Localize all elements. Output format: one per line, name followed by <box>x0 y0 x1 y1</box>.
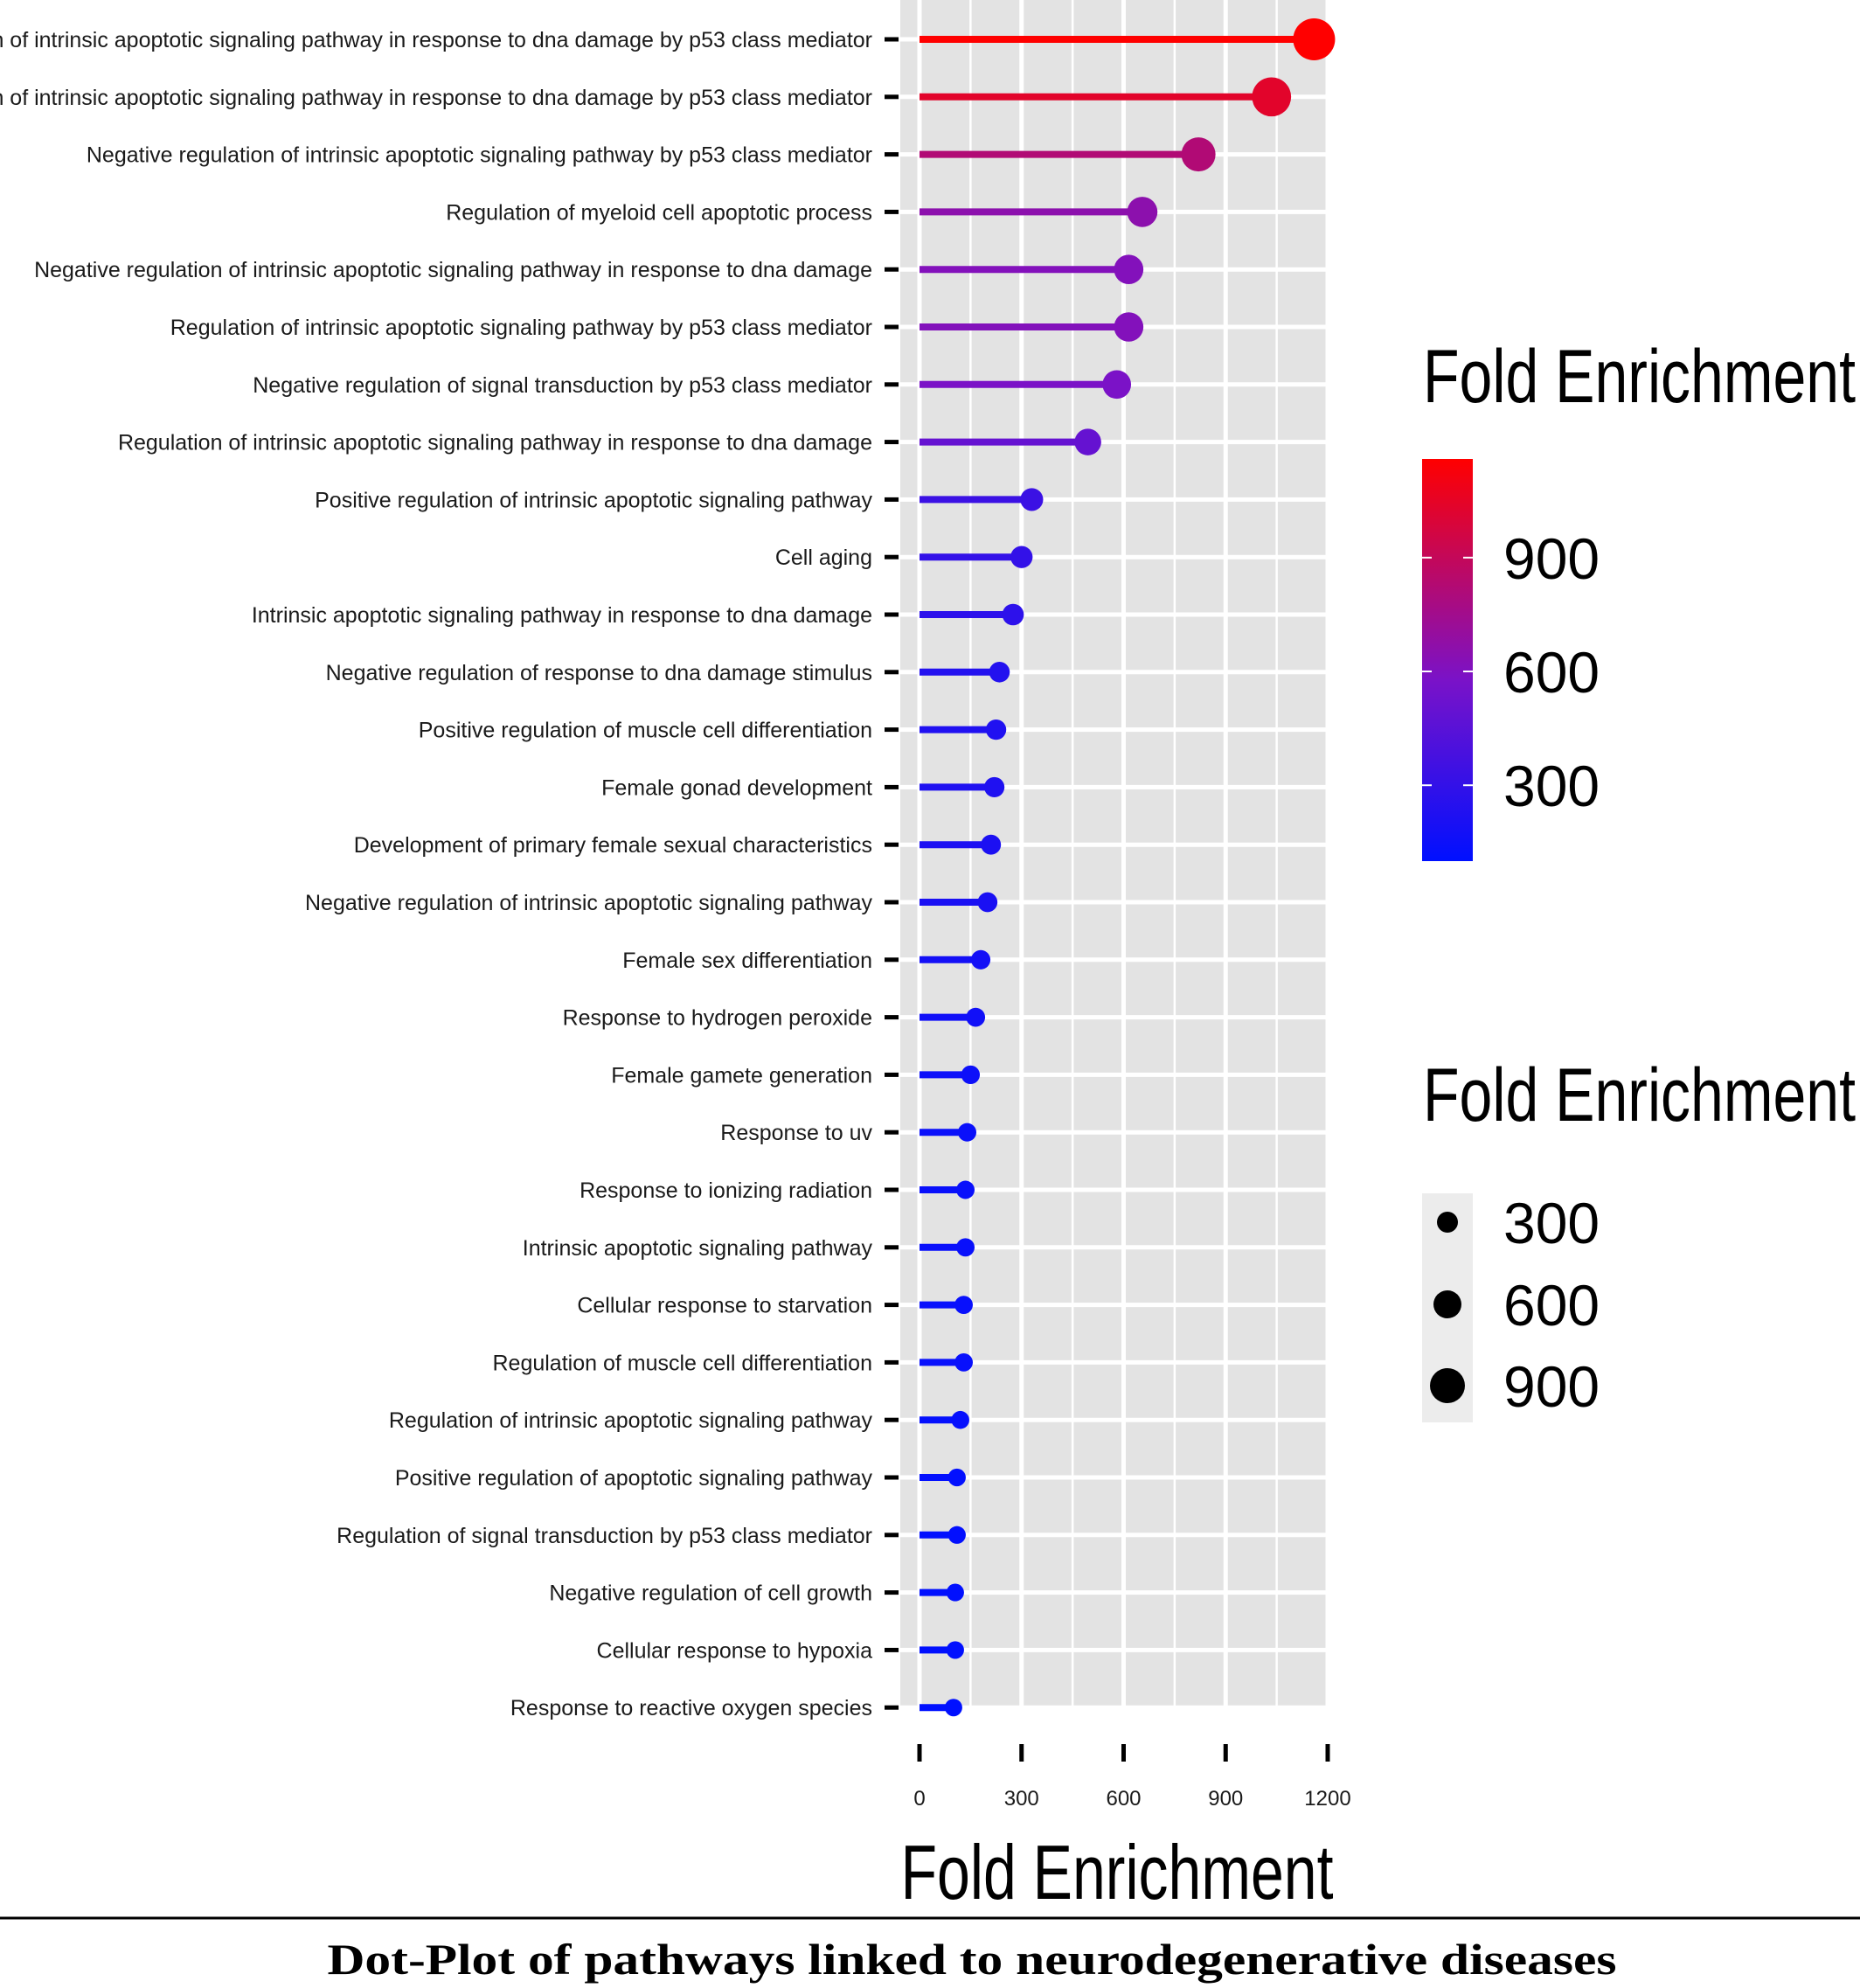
color-legend-label-0: 300 <box>1503 754 1600 818</box>
category-label-7: Regulation of intrinsic apoptotic signal… <box>118 431 872 455</box>
category-label-0: Negative regulation of intrinsic apoptot… <box>0 28 872 52</box>
lollipop-dot-17 <box>966 1007 986 1027</box>
color-legend: Fold Enrichment 300 600 900 <box>1422 335 1856 861</box>
lollipop-dot-23 <box>954 1353 973 1372</box>
lollipop-dot-5 <box>1114 312 1144 342</box>
x-axis-title: Fold Enrichment <box>901 1829 1334 1915</box>
category-label-26: Regulation of signal transduction by p53… <box>337 1524 872 1548</box>
category-label-25: Positive regulation of apoptotic signali… <box>395 1466 873 1491</box>
category-label-27: Negative regulation of cell growth <box>549 1581 872 1606</box>
x-tick-label-1: 300 <box>1004 1787 1039 1811</box>
lollipop-dot-0 <box>1293 18 1336 60</box>
size-legend-label-300: 300 <box>1503 1191 1600 1255</box>
color-legend-title: Fold Enrichment <box>1423 335 1856 419</box>
category-label-11: Negative regulation of response to dna d… <box>326 661 872 685</box>
color-legend-label-2: 900 <box>1503 526 1600 591</box>
x-tick-label-4: 1200 <box>1304 1787 1350 1811</box>
category-label-19: Response to uv <box>720 1121 872 1145</box>
lollipop-dot-19 <box>957 1123 977 1142</box>
size-legend-title: Fold Enrichment <box>1423 1053 1856 1137</box>
plot-panel <box>900 0 1327 1709</box>
lollipop-dot-1 <box>1252 77 1292 117</box>
category-label-1: Regulation of intrinsic apoptotic signal… <box>0 86 872 110</box>
lollipop-dot-11 <box>989 662 1010 683</box>
size-legend-label-900: 900 <box>1503 1354 1600 1419</box>
lollipop-dot-18 <box>961 1065 981 1085</box>
category-label-15: Negative regulation of intrinsic apoptot… <box>305 891 872 915</box>
x-tick-label-0: 0 <box>913 1787 925 1811</box>
category-label-16: Female sex differentiation <box>622 949 872 973</box>
lollipop-dot-26 <box>947 1526 966 1544</box>
lollipop-marks <box>920 18 1336 1717</box>
color-legend-label-1: 600 <box>1503 640 1600 705</box>
category-label-14: Development of primary female sexual cha… <box>354 833 872 858</box>
category-label-3: Regulation of myeloid cell apoptotic pro… <box>446 200 872 225</box>
lollipop-dot-6 <box>1102 370 1132 400</box>
category-label-17: Response to hydrogen peroxide <box>563 1006 872 1031</box>
category-label-6: Negative regulation of signal transducti… <box>253 373 872 398</box>
category-label-28: Cellular response to hypoxia <box>597 1638 873 1663</box>
lollipop-dot-15 <box>977 892 998 913</box>
lollipop-dot-22 <box>954 1296 973 1314</box>
lollipop-dot-12 <box>985 719 1007 740</box>
category-label-29: Response to reactive oxygen species <box>510 1696 872 1720</box>
lollipop-dot-21 <box>956 1238 975 1257</box>
category-label-23: Regulation of muscle cell differentiatio… <box>492 1351 872 1375</box>
lollipop-dot-3 <box>1127 197 1158 227</box>
size-legend-dot-900 <box>1430 1368 1465 1403</box>
lollipop-dot-10 <box>1002 603 1024 626</box>
category-label-8: Positive regulation of intrinsic apoptot… <box>315 488 872 512</box>
category-labels: Negative regulation of intrinsic apoptot… <box>0 28 899 1720</box>
lollipop-dot-27 <box>946 1583 964 1602</box>
x-tick-label-3: 900 <box>1208 1787 1243 1811</box>
category-label-12: Positive regulation of muscle cell diffe… <box>419 719 872 743</box>
lollipop-dot-29 <box>944 1699 962 1717</box>
category-label-5: Regulation of intrinsic apoptotic signal… <box>170 316 872 340</box>
size-legend-label-600: 600 <box>1503 1273 1600 1338</box>
category-label-22: Cellular response to starvation <box>577 1294 872 1318</box>
category-label-13: Female gonad development <box>601 775 872 800</box>
lollipop-dot-2 <box>1181 137 1216 172</box>
size-legend: Fold Enrichment 300 600 900 <box>1422 1053 1856 1422</box>
size-legend-dot-300 <box>1437 1212 1458 1233</box>
lollipop-dot-25 <box>947 1468 966 1487</box>
lollipop-dot-28 <box>946 1641 964 1659</box>
lollipop-dot-14 <box>981 834 1002 855</box>
lollipop-dot-7 <box>1074 428 1101 455</box>
lollipop-dot-4 <box>1114 254 1144 285</box>
size-legend-dot-600 <box>1433 1290 1461 1318</box>
x-axis: 0 300 600 900 1200 <box>913 1744 1351 1811</box>
category-label-9: Cell aging <box>775 546 872 570</box>
category-label-18: Female gamete generation <box>611 1063 872 1088</box>
lollipop-dot-13 <box>984 776 1005 797</box>
x-tick-label-2: 600 <box>1106 1787 1141 1811</box>
category-label-10: Intrinsic apoptotic signaling pathway in… <box>252 603 872 628</box>
category-label-20: Response to ionizing radiation <box>580 1178 872 1203</box>
figure-caption: Dot-Plot of pathways linked to neurodege… <box>328 1935 1617 1984</box>
lollipop-dot-16 <box>970 949 991 970</box>
color-legend-bar <box>1422 459 1473 861</box>
category-label-24: Regulation of intrinsic apoptotic signal… <box>389 1408 873 1433</box>
lollipop-dot-8 <box>1020 488 1044 511</box>
lollipop-dot-20 <box>956 1180 975 1199</box>
category-label-2: Negative regulation of intrinsic apoptot… <box>87 143 872 168</box>
lollipop-dot-9 <box>1010 546 1033 568</box>
category-label-4: Negative regulation of intrinsic apoptot… <box>34 258 872 282</box>
category-label-21: Intrinsic apoptotic signaling pathway <box>523 1236 873 1261</box>
lollipop-dot-24 <box>951 1410 969 1429</box>
